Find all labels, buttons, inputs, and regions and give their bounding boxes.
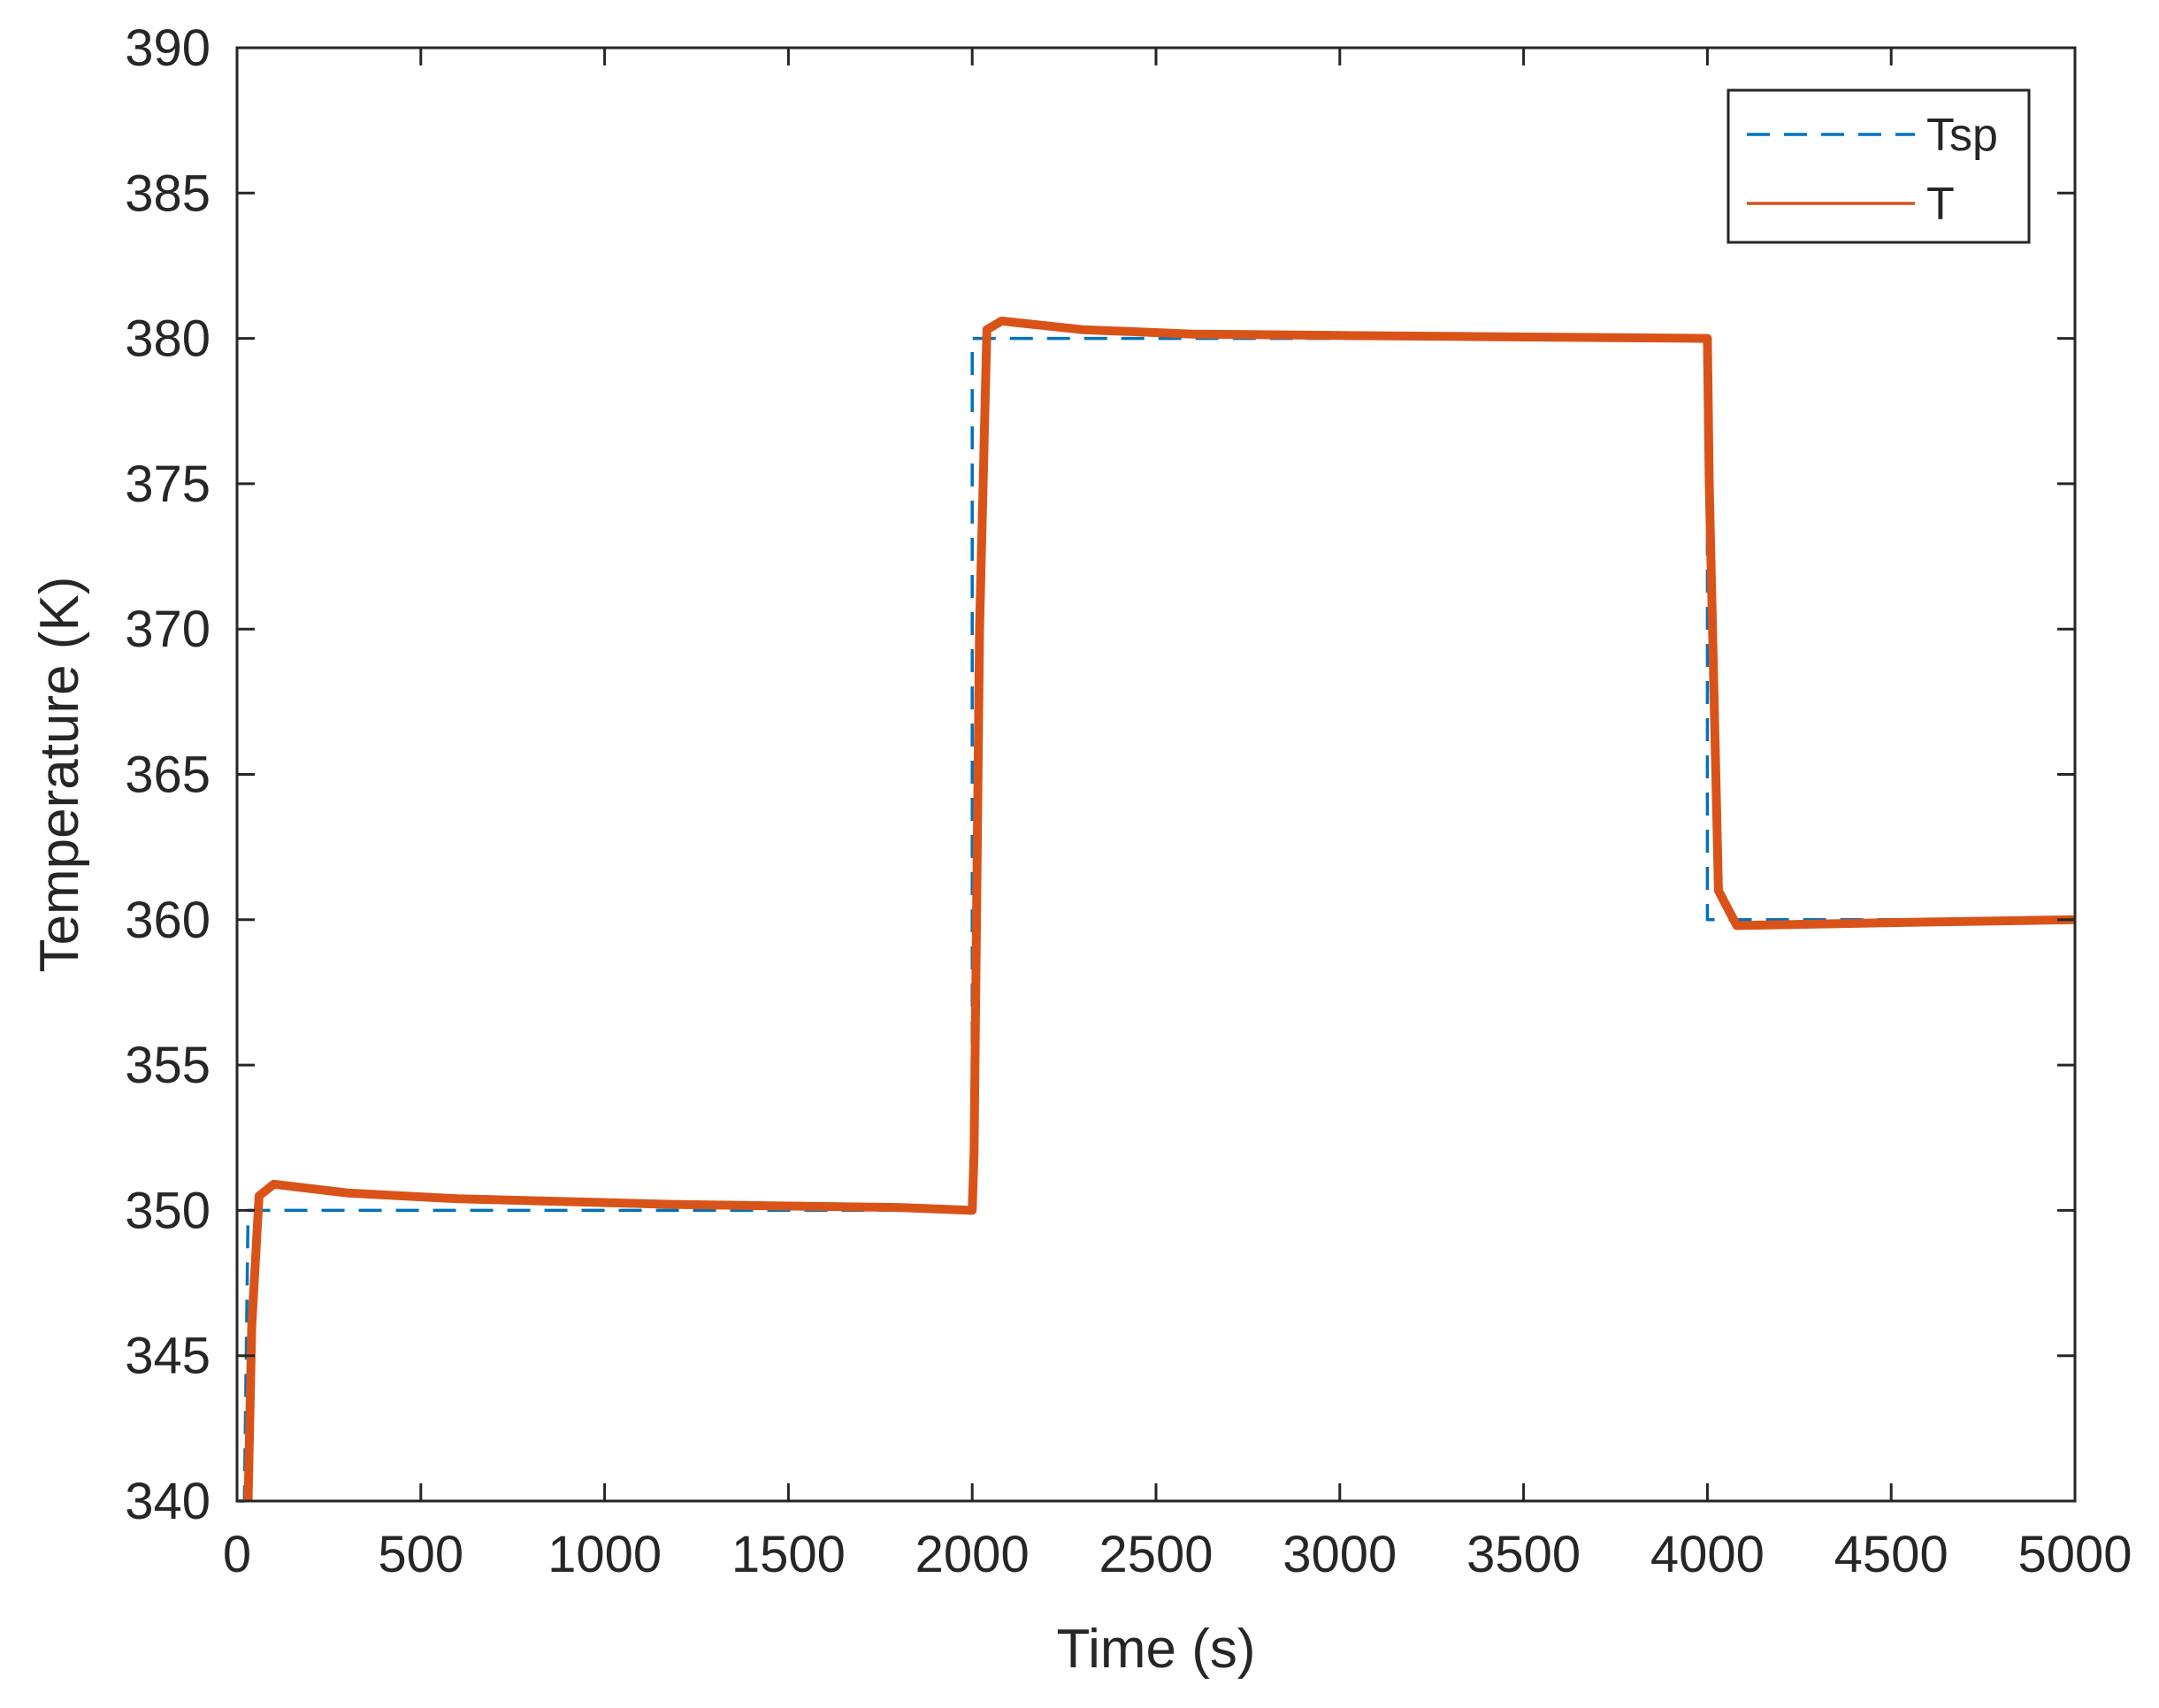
y-tick-label: 385 bbox=[125, 165, 211, 222]
series-line-t bbox=[243, 316, 2076, 1502]
y-tick-label: 350 bbox=[125, 1182, 211, 1239]
legend: Tsp T bbox=[1726, 88, 2031, 244]
x-axis-label: Time (s) bbox=[1057, 1619, 1256, 1680]
y-tick-label: 390 bbox=[125, 19, 211, 77]
legend-label-tsp: Tsp bbox=[1926, 110, 1998, 161]
y-tick-label: 380 bbox=[125, 310, 211, 368]
x-tick-label: 4500 bbox=[1834, 1526, 1948, 1583]
x-tick-label: 5000 bbox=[2017, 1526, 2132, 1583]
y-tick-label: 340 bbox=[125, 1473, 211, 1530]
x-tick-label: 2000 bbox=[915, 1526, 1030, 1583]
legend-label-t: T bbox=[1926, 179, 1955, 230]
x-axis: 0 500 1000 1500 2000 2500 3000 3500 4000 4500 5000 bbox=[223, 48, 2132, 1583]
y-tick-label: 360 bbox=[125, 892, 211, 949]
x-tick-label: 4000 bbox=[1650, 1526, 1765, 1583]
legend-box bbox=[1726, 88, 2031, 244]
y-axis: 340 345 350 355 360 365 370 375 380 385 390 bbox=[125, 19, 2075, 1530]
plot-area bbox=[237, 48, 2075, 1501]
y-tick-label: 355 bbox=[125, 1037, 211, 1094]
y-tick-label: 375 bbox=[125, 456, 211, 513]
x-tick-label: 2500 bbox=[1099, 1526, 1213, 1583]
y-tick-label: 345 bbox=[125, 1328, 211, 1385]
y-tick-label: 365 bbox=[125, 747, 211, 804]
x-tick-label: 1000 bbox=[547, 1526, 662, 1583]
x-tick-label: 3000 bbox=[1282, 1526, 1397, 1583]
x-tick-label: 1500 bbox=[731, 1526, 846, 1583]
x-tick-label: 3500 bbox=[1466, 1526, 1581, 1583]
x-tick-label: 500 bbox=[378, 1526, 463, 1583]
x-tick-label: 0 bbox=[223, 1526, 251, 1583]
y-axis-label: Temperature (K) bbox=[29, 577, 90, 973]
y-tick-label: 370 bbox=[125, 601, 211, 658]
series-layer bbox=[237, 316, 2076, 1503]
